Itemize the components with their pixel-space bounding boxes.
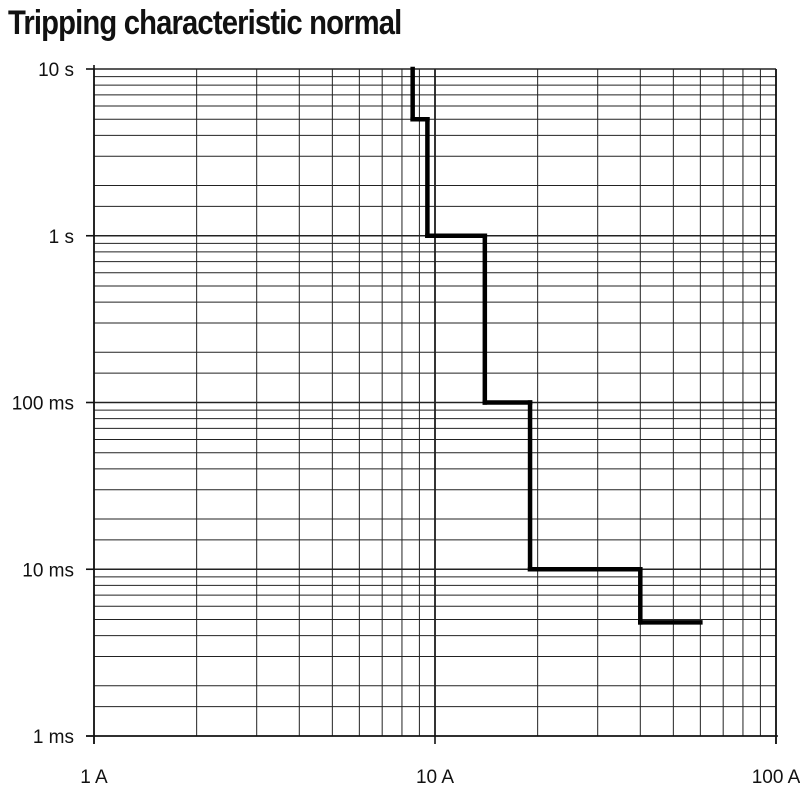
chart-title: Tripping characteristic normal xyxy=(8,4,402,42)
x-tick-label: 10 A xyxy=(416,767,454,788)
y-tick-label: 1 ms xyxy=(33,727,74,748)
tick-label-layer: 10 s 1 s 100 ms 10 ms 1 ms 1 A 10 A 100 A xyxy=(12,60,800,788)
y-tick-label: 10 ms xyxy=(22,560,74,581)
axis-layer xyxy=(86,65,778,744)
y-tick-label: 1 s xyxy=(49,227,74,248)
y-tick-label: 10 s xyxy=(38,60,74,81)
x-tick-label: 1 A xyxy=(80,767,108,788)
series-layer xyxy=(410,66,703,625)
grid-layer xyxy=(93,68,777,737)
x-tick-label: 100 A xyxy=(752,767,800,788)
y-tick-label: 100 ms xyxy=(12,394,74,415)
